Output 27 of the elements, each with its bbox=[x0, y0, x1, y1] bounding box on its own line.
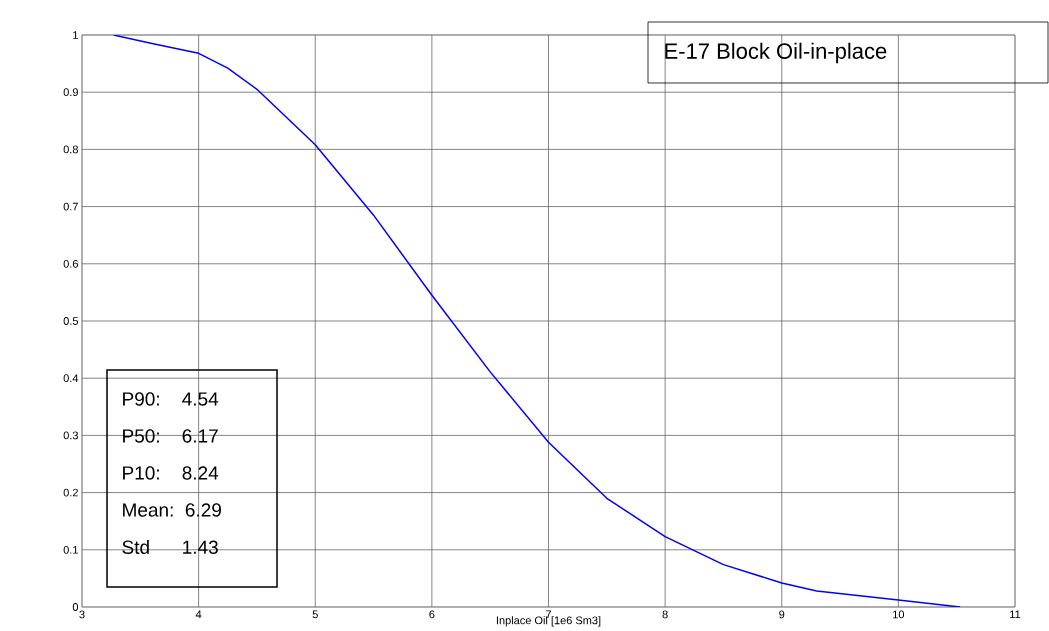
x-tick-label: 10 bbox=[893, 610, 905, 619]
annotation: P90: 4.54 bbox=[123, 392, 219, 406]
chart-title: E-17 Block Oil-in-place bbox=[665, 42, 887, 64]
annotation: Std 1.43 bbox=[122, 540, 218, 554]
y-tick-label: 0.2 bbox=[63, 488, 78, 497]
annotation: Mean: 6.29 bbox=[123, 503, 221, 517]
x-tick-label: 8 bbox=[662, 610, 668, 619]
y-tick-label: 0.6 bbox=[63, 259, 78, 268]
y-tick-label: 0.4 bbox=[63, 374, 79, 383]
y-tick-label: 0 bbox=[72, 603, 79, 611]
y-tick-label: 0.7 bbox=[63, 202, 78, 211]
x-tick-label: 5 bbox=[312, 610, 318, 619]
x-tick-label: 9 bbox=[779, 610, 785, 619]
y-tick-label: 0.3 bbox=[63, 431, 78, 440]
x-tick-label: 6 bbox=[429, 610, 435, 619]
line-series bbox=[112, 34, 961, 607]
y-tick-label: 1 bbox=[73, 31, 78, 39]
x-tick-label: 4 bbox=[195, 610, 202, 619]
y-tick-label: 0.8 bbox=[63, 145, 78, 154]
y-tick-label: 0.1 bbox=[63, 545, 78, 554]
x-tick-label: 7 bbox=[546, 610, 552, 619]
x-tick-label: 3 bbox=[79, 610, 85, 619]
y-tick-label: 0.5 bbox=[63, 317, 79, 325]
y-tick-label: 0.9 bbox=[63, 88, 78, 97]
annotation: P10: 8.24 bbox=[123, 466, 219, 480]
annotation: P50: 6.17 bbox=[123, 429, 218, 443]
x-tick-label: 11 bbox=[1010, 610, 1021, 619]
